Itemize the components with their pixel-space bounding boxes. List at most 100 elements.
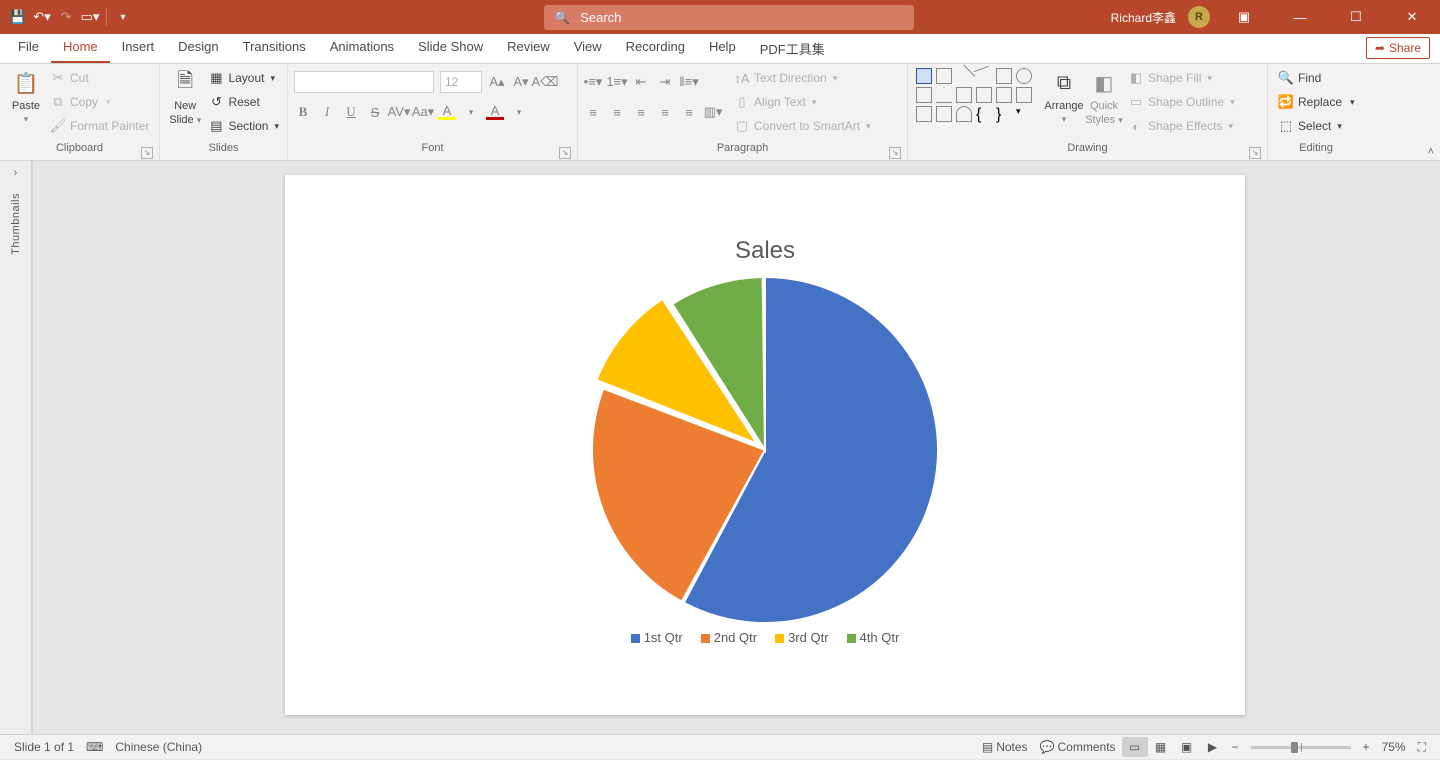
section-button[interactable]: ▤Section▾ (208, 116, 279, 136)
format-painter-button[interactable]: 🖌Format Painter (50, 116, 149, 136)
search-placeholder: Search (580, 10, 621, 25)
reset-button[interactable]: ↺Reset (208, 92, 279, 112)
distribute-button[interactable]: ≡ (680, 103, 698, 121)
grow-font-button[interactable]: A▴ (488, 73, 506, 91)
redo-button[interactable]: ↷ (58, 9, 74, 25)
minimize-button[interactable]: — (1278, 0, 1322, 34)
expand-thumbnails-icon[interactable]: › (14, 167, 18, 179)
language-status[interactable]: Chinese (China) (109, 735, 208, 760)
comments-button[interactable]: 💬Comments (1034, 735, 1122, 760)
copy-button[interactable]: ⧉Copy▾ (50, 92, 149, 112)
fit-to-window-button[interactable]: ⛶ (1412, 735, 1432, 760)
underline-button[interactable]: U (342, 103, 360, 121)
account-name[interactable]: Richard李鑫 (1111, 9, 1176, 26)
spellcheck-icon[interactable]: ⌨ (80, 735, 109, 760)
ribbon-display-button[interactable]: ▣ (1222, 0, 1266, 34)
text-direction-button[interactable]: ↕AText Direction▾ (734, 68, 871, 88)
smartart-button[interactable]: ▢Convert to SmartArt▾ (734, 116, 871, 136)
zoom-slider[interactable] (1251, 746, 1351, 749)
legend-item-2nd-qtr: 2nd Qtr (701, 630, 757, 645)
drawing-launcher[interactable]: ↘ (1249, 147, 1261, 159)
layout-button[interactable]: ▦Layout▾ (208, 68, 279, 88)
tab-recording[interactable]: Recording (614, 33, 697, 63)
slide[interactable]: Sales 1st Qtr2nd Qtr3rd Qtr4th Qtr (285, 175, 1245, 715)
account-avatar[interactable]: R (1188, 6, 1210, 28)
search-box[interactable]: 🔍 Search (544, 5, 914, 30)
slide-sorter-view-button[interactable]: ▦ (1148, 737, 1174, 757)
paste-button[interactable]: 📋 Paste ▾ (6, 66, 46, 125)
arrange-button[interactable]: ⧉ Arrange ▾ (1044, 66, 1084, 125)
tab-home[interactable]: Home (51, 33, 110, 63)
notes-icon: ▤ (982, 740, 993, 754)
notes-button[interactable]: ▤Notes (976, 735, 1034, 760)
new-slide-button[interactable]: 🗎 New Slide ▾ (166, 66, 204, 126)
shape-effects-button[interactable]: ◐Shape Effects▾ (1128, 116, 1235, 136)
tab-animations[interactable]: Animations (318, 33, 406, 63)
change-case-button[interactable]: Aa▾ (414, 103, 432, 121)
font-color-button[interactable]: A (486, 105, 504, 120)
slideshow-view-button[interactable]: ▶ (1200, 737, 1226, 757)
maximize-button[interactable]: ☐ (1334, 0, 1378, 34)
qat-customize-button[interactable]: ▾ (115, 9, 131, 25)
zoom-out-button[interactable]: − (1226, 735, 1245, 760)
tab-slide-show[interactable]: Slide Show (406, 33, 495, 63)
strike-button[interactable]: S (366, 103, 384, 121)
shape-outline-button[interactable]: ▭Shape Outline▾ (1128, 92, 1235, 112)
from-beginning-button[interactable]: ▭▾ (82, 9, 98, 25)
inc-indent-button[interactable]: ⇥ (656, 73, 674, 91)
highlight-button[interactable]: A (438, 105, 456, 120)
reset-icon: ↺ (208, 94, 224, 110)
clipboard-launcher[interactable]: ↘ (141, 147, 153, 159)
undo-button[interactable]: ↶▾ (34, 9, 50, 25)
share-button[interactable]: ➦ Share (1366, 37, 1430, 59)
align-text-button[interactable]: ▯Align Text▾ (734, 92, 871, 112)
tab-review[interactable]: Review (495, 33, 562, 63)
quick-styles-button[interactable]: ◧ Quick Styles ▾ (1084, 66, 1124, 126)
paste-icon: 📋 (11, 68, 41, 98)
shapes-gallery[interactable]: {}▾ (914, 66, 1044, 124)
slide-counter[interactable]: Slide 1 of 1 (8, 735, 80, 760)
tab-transitions[interactable]: Transitions (231, 33, 318, 63)
zoom-percent[interactable]: 75% (1376, 735, 1412, 760)
cut-button[interactable]: ✂Cut (50, 68, 149, 88)
align-center-button[interactable]: ≡ (608, 103, 626, 121)
new-slide-icon: 🗎 (170, 68, 200, 98)
bullets-button[interactable]: •≡▾ (584, 73, 602, 91)
tab-design[interactable]: Design (166, 33, 230, 63)
normal-view-button[interactable]: ▭ (1122, 737, 1148, 757)
columns-button[interactable]: ▥▾ (704, 103, 722, 121)
numbering-button[interactable]: 1≡▾ (608, 73, 626, 91)
reading-view-button[interactable]: ▣ (1174, 737, 1200, 757)
pie-chart[interactable] (592, 277, 938, 623)
justify-button[interactable]: ≡ (656, 103, 674, 121)
clear-format-button[interactable]: A⌫ (536, 73, 554, 91)
char-spacing-button[interactable]: AV▾ (390, 103, 408, 121)
zoom-in-button[interactable]: + (1357, 735, 1376, 760)
tab-help[interactable]: Help (697, 33, 748, 63)
thumbnails-pane-collapsed[interactable]: › Thumbnails (0, 161, 32, 734)
tab-pdf工具集[interactable]: PDF工具集 (748, 33, 837, 63)
bold-button[interactable]: B (294, 103, 312, 121)
line-spacing-button[interactable]: ‖≡▾ (680, 73, 698, 91)
shrink-font-button[interactable]: A▾ (512, 73, 530, 91)
shape-fill-button[interactable]: ◧Shape Fill▾ (1128, 68, 1235, 88)
font-launcher[interactable]: ↘ (559, 147, 571, 159)
align-right-button[interactable]: ≡ (632, 103, 650, 121)
dec-indent-button[interactable]: ⇤ (632, 73, 650, 91)
find-button[interactable]: 🔍Find (1278, 68, 1355, 88)
italic-button[interactable]: I (318, 103, 336, 121)
share-icon: ➦ (1375, 41, 1385, 55)
replace-button[interactable]: 🔁Replace▾ (1278, 92, 1355, 112)
collapse-ribbon-button[interactable]: ˄ (1428, 146, 1434, 158)
font-name-combo[interactable] (294, 71, 434, 93)
paragraph-launcher[interactable]: ↘ (889, 147, 901, 159)
tab-view[interactable]: View (562, 33, 614, 63)
font-size-combo[interactable] (440, 71, 482, 93)
autosave-icon[interactable]: 💾 (10, 9, 26, 25)
align-left-button[interactable]: ≡ (584, 103, 602, 121)
slide-canvas-area[interactable]: Sales 1st Qtr2nd Qtr3rd Qtr4th Qtr (32, 161, 1440, 734)
tab-file[interactable]: File (6, 33, 51, 63)
close-button[interactable]: ✕ (1390, 0, 1434, 34)
tab-insert[interactable]: Insert (110, 33, 167, 63)
select-button[interactable]: ⬚Select▾ (1278, 116, 1355, 136)
